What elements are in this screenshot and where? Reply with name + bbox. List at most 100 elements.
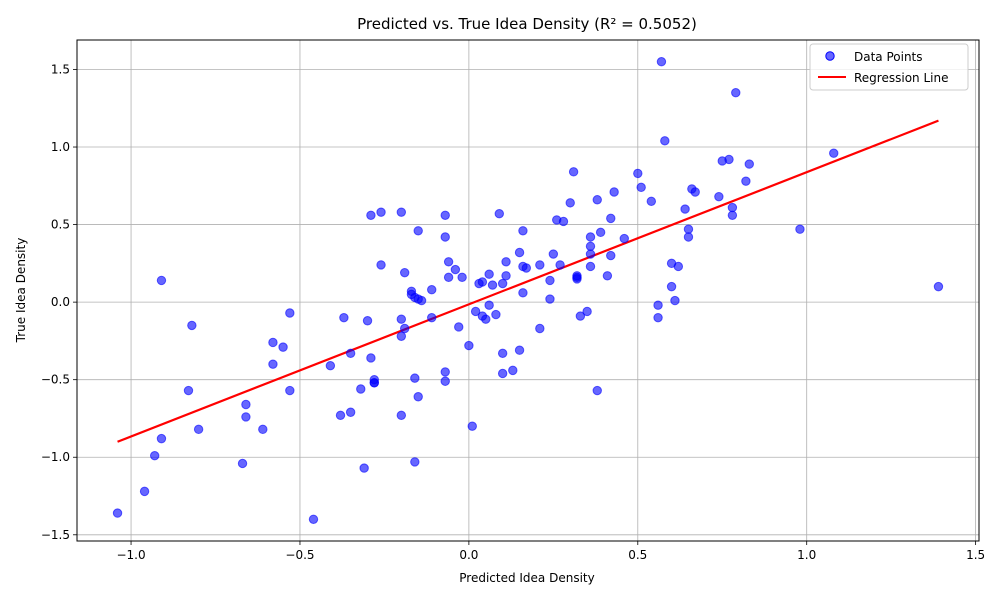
data-point — [308, 514, 319, 524]
data-point — [602, 271, 613, 281]
data-point — [646, 196, 657, 207]
data-point — [416, 295, 427, 306]
data-point — [359, 463, 369, 473]
data-point — [653, 312, 663, 323]
data-point — [518, 226, 528, 236]
y-tick-label: −0.5 — [41, 373, 70, 387]
data-point — [558, 216, 569, 227]
data-point — [193, 424, 204, 435]
data-point — [582, 306, 592, 317]
data-point — [440, 232, 450, 242]
data-point — [653, 300, 663, 310]
data-point — [399, 323, 410, 334]
data-point — [829, 148, 839, 158]
data-point — [139, 486, 150, 497]
data-point — [497, 348, 508, 359]
data-point — [241, 399, 251, 410]
y-tick-label: 0.0 — [51, 295, 70, 309]
x-tick-label: 0.5 — [628, 548, 647, 562]
data-point — [619, 233, 629, 244]
data-point — [112, 508, 123, 518]
data-point — [366, 210, 376, 220]
data-point — [477, 277, 488, 287]
data-point — [633, 168, 643, 179]
data-point — [470, 306, 481, 317]
y-tick-label: 1.5 — [51, 62, 70, 76]
data-point — [585, 241, 596, 251]
data-point — [443, 272, 454, 283]
data-point — [345, 348, 356, 359]
data-point — [585, 249, 596, 259]
data-point — [156, 275, 167, 286]
data-points-layer — [112, 57, 944, 524]
y-tick-label: −1.0 — [41, 450, 70, 464]
data-point — [545, 275, 555, 286]
data-point — [413, 392, 423, 402]
data-point — [278, 342, 288, 352]
data-point — [535, 260, 545, 270]
data-point — [714, 191, 724, 202]
data-point — [585, 232, 596, 242]
data-point — [670, 295, 680, 306]
data-point — [454, 322, 464, 332]
data-point — [339, 312, 349, 323]
data-point — [484, 269, 494, 279]
x-tick-label: 1.0 — [797, 548, 816, 562]
data-point — [518, 288, 528, 298]
data-point — [156, 433, 167, 444]
data-point — [399, 267, 410, 278]
data-point — [467, 421, 477, 431]
x-tick-label: −1.0 — [116, 548, 145, 562]
data-point — [744, 159, 754, 169]
data-point — [440, 376, 450, 386]
regression-line-layer — [117, 119, 939, 443]
data-point — [427, 285, 437, 295]
y-axis-label: True Idea Density — [14, 238, 28, 344]
data-point — [521, 263, 532, 273]
data-point — [727, 210, 738, 220]
legend: Data Points Regression Line — [809, 43, 969, 91]
data-point — [606, 213, 616, 224]
x-tick-label: 0.0 — [459, 548, 478, 562]
data-point — [150, 450, 160, 461]
data-point — [268, 337, 278, 348]
data-point — [585, 261, 596, 272]
data-point — [724, 154, 734, 165]
data-point — [731, 88, 741, 98]
data-point — [545, 294, 555, 304]
data-point — [366, 353, 376, 363]
y-tick-label: −1.5 — [41, 528, 70, 542]
data-point — [396, 410, 407, 421]
data-point — [666, 281, 677, 292]
data-point — [413, 226, 423, 236]
data-point — [410, 457, 420, 467]
data-point — [356, 384, 366, 394]
data-point — [241, 412, 251, 422]
y-tick-label: 1.0 — [51, 140, 70, 154]
data-point — [450, 264, 461, 275]
data-point — [396, 331, 407, 341]
legend-box — [809, 43, 969, 91]
data-point — [508, 365, 518, 376]
data-point — [592, 385, 602, 396]
data-point — [609, 187, 619, 197]
data-point — [487, 280, 498, 290]
data-point — [484, 300, 494, 310]
data-point — [656, 57, 667, 67]
data-point — [497, 368, 508, 379]
data-point — [555, 260, 565, 270]
x-tick-label: 1.5 — [966, 548, 985, 562]
data-point — [514, 345, 525, 355]
data-point — [396, 314, 407, 324]
data-point — [497, 278, 508, 289]
data-point — [501, 257, 511, 267]
data-point — [369, 378, 379, 388]
chart-title: Predicted vs. True Idea Density (R² = 0.… — [357, 15, 697, 33]
data-point — [410, 373, 420, 383]
data-point — [464, 340, 474, 351]
data-point — [741, 176, 751, 186]
data-point — [285, 385, 295, 396]
data-point — [592, 195, 602, 205]
